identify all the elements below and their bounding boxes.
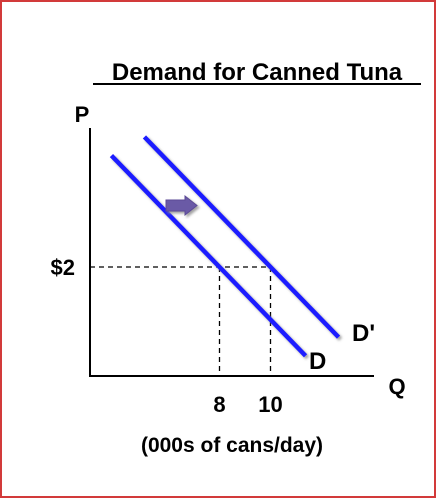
demand-curve-d — [109, 153, 308, 358]
units-note: (000s of cans/day) — [141, 434, 323, 457]
chart-title: Demand for Canned Tuna — [112, 59, 403, 86]
y-tick-label: $2 — [51, 255, 75, 280]
curve-label-d-prime: D' — [352, 320, 375, 347]
x-tick-label: 8 — [213, 392, 225, 417]
x-axis-label: Q — [388, 374, 405, 399]
shift-right-arrow — [165, 194, 198, 217]
curve-label-d: D — [309, 348, 326, 375]
demand-curve-d-prime — [142, 135, 341, 339]
x-tick-label: 10 — [258, 392, 282, 417]
y-axis-label: P — [75, 102, 90, 127]
